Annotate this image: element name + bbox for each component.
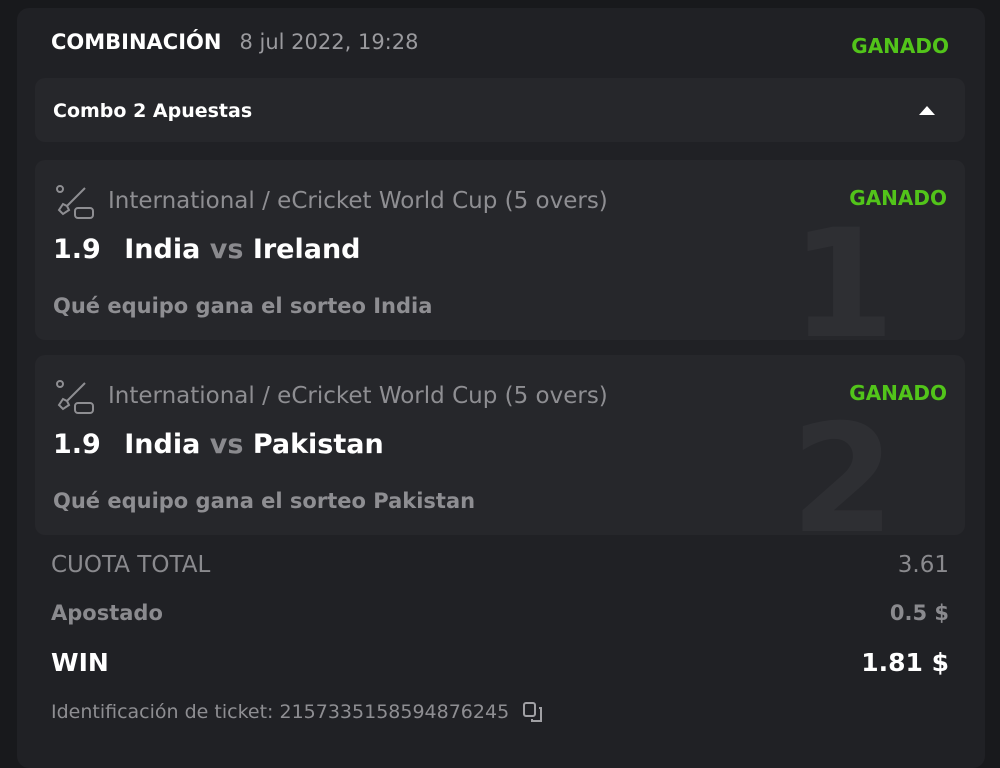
ecricket-icon [56, 185, 94, 219]
bet-card: COMBINACIÓN 8 jul 2022, 19:28 GANADO Com… [17, 8, 985, 768]
total-odds-value: 3.61 [897, 552, 949, 578]
stake-label: Apostado [51, 601, 163, 625]
bet-type: COMBINACIÓN [51, 30, 222, 54]
win-row: WIN 1.81 $ [51, 648, 949, 677]
bet-date: 8 jul 2022, 19:28 [239, 30, 419, 54]
bet-header: COMBINACIÓN 8 jul 2022, 19:28 [51, 30, 418, 54]
league-name: International / eCricket World Cup (5 ov… [108, 188, 608, 214]
leg-odds: 1.9 [53, 234, 101, 265]
match-title: 1.9 India vs Pakistan [53, 429, 384, 460]
match-title: 1.9 India vs Ireland [53, 234, 361, 265]
stake-value: 0.5 $ [889, 601, 949, 625]
vs-label: vs [209, 429, 244, 460]
ecricket-icon [56, 380, 94, 414]
stake-row: Apostado 0.5 $ [51, 601, 949, 625]
bet-status: GANADO [851, 34, 949, 58]
combo-toggle[interactable]: Combo 2 Apuestas [35, 78, 965, 142]
win-value: 1.81 $ [861, 648, 949, 677]
leg-status: GANADO [849, 186, 947, 210]
vs-label: vs [209, 234, 244, 265]
home-team: India [124, 234, 201, 265]
market-selection: Qué equipo gana el sorteo Pakistan [53, 489, 476, 513]
away-team: Ireland [252, 234, 361, 265]
leg-number: 2 [790, 393, 895, 535]
combo-label: Combo 2 Apuestas [53, 100, 253, 122]
market-selection: Qué equipo gana el sorteo India [53, 294, 433, 318]
win-label: WIN [51, 648, 109, 677]
chevron-up-icon [919, 106, 935, 115]
league-name: International / eCricket World Cup (5 ov… [108, 383, 608, 409]
bet-leg: 1 International / eCricket World Cup (5 … [35, 160, 965, 340]
copy-icon[interactable] [521, 700, 545, 724]
ticket-id-text: Identificación de ticket: 21573351585948… [51, 701, 510, 723]
leg-status: GANADO [849, 381, 947, 405]
bet-leg: 2 International / eCricket World Cup (5 … [35, 355, 965, 535]
ticket-id: Identificación de ticket: 21573351585948… [51, 700, 545, 724]
leg-number: 1 [790, 198, 895, 340]
total-odds-label: CUOTA TOTAL [51, 552, 211, 578]
away-team: Pakistan [252, 429, 384, 460]
leg-odds: 1.9 [53, 429, 101, 460]
total-odds-row: CUOTA TOTAL 3.61 [51, 552, 949, 578]
home-team: India [124, 429, 201, 460]
